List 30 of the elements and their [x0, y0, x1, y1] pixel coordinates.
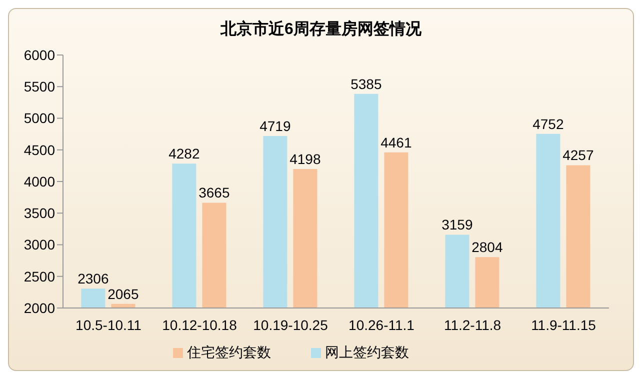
y-tick-label: 5000	[24, 110, 56, 126]
data-label: 2065	[108, 286, 139, 302]
data-label: 4461	[380, 134, 412, 150]
data-label: 4282	[168, 146, 200, 162]
x-tick-label: 10.5-10.11	[76, 316, 142, 333]
data-label: 3665	[198, 184, 230, 201]
y-tick-label: 5500	[24, 78, 56, 95]
data-label: 4257	[562, 147, 594, 164]
x-tick-label: 11.2-11.8	[444, 316, 502, 333]
y-tick-label: 3500	[24, 205, 56, 222]
data-label: 4719	[260, 118, 291, 134]
legend-label: 住宅签约套数	[187, 344, 271, 360]
y-tick-label: 6000	[24, 46, 56, 63]
data-label: 3159	[442, 216, 473, 233]
y-tick-label: 2000	[24, 300, 56, 316]
data-label: 4198	[290, 150, 321, 167]
y-tick-label: 4500	[24, 142, 56, 158]
data-label: 4752	[532, 116, 564, 132]
x-tick-label: 10.19-10.25	[253, 316, 328, 333]
x-tick-label: 11.9-11.15	[531, 316, 596, 333]
chart-title: 北京市近6周存量房网签情况	[219, 19, 422, 40]
y-tick-label: 4000	[24, 173, 56, 190]
y-tick-label: 3000	[24, 236, 56, 253]
x-tick-label: 10.26-11.1	[348, 316, 415, 333]
data-label: 5385	[350, 76, 382, 92]
data-label: 2306	[78, 270, 109, 287]
y-tick-label: 2500	[24, 268, 56, 284]
legend-label: 网上签约套数	[325, 344, 409, 360]
data-label: 2804	[472, 239, 503, 256]
x-tick-label: 10.12-10.18	[162, 316, 238, 333]
